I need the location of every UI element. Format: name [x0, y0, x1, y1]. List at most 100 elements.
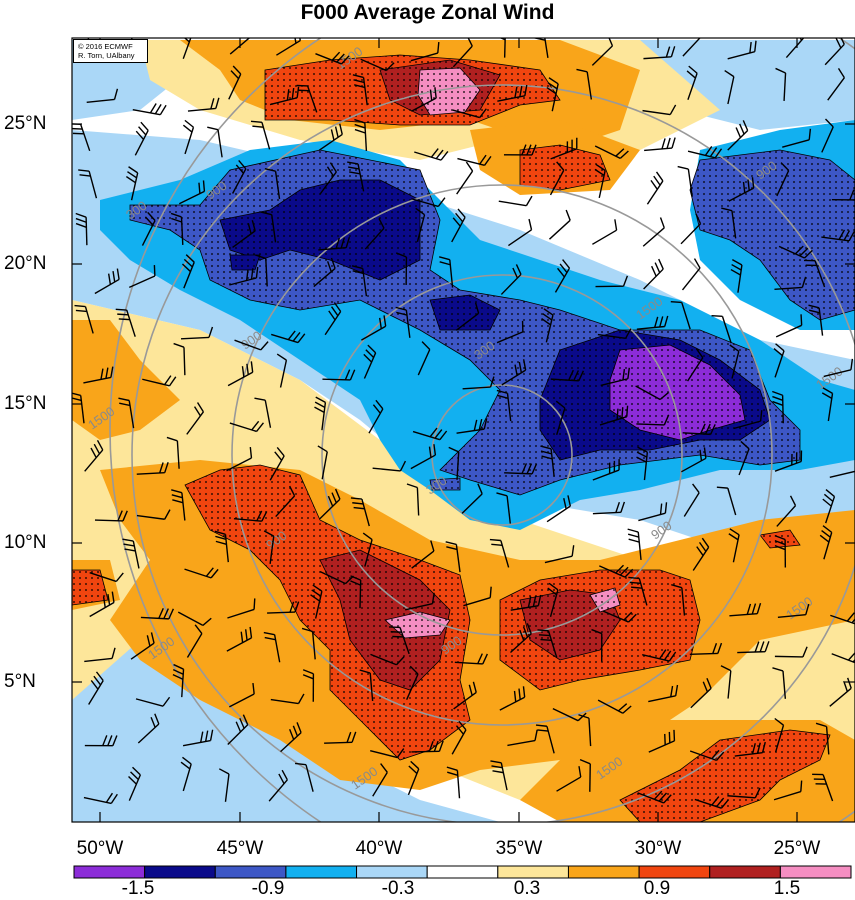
barb-staff	[782, 670, 787, 699]
barb-feather	[663, 650, 672, 661]
barb-feather	[543, 308, 554, 316]
wind-barb	[711, 315, 732, 344]
barb-staff	[689, 652, 718, 656]
wind-barb	[227, 361, 254, 387]
barb-feather	[740, 440, 750, 450]
wind-barb	[83, 792, 118, 805]
lat-label-10n: 10°N	[4, 532, 47, 553]
barb-feather	[671, 137, 676, 149]
barb-feather	[688, 65, 698, 74]
barb-feather	[252, 682, 255, 695]
wind-barb	[135, 696, 171, 707]
wind-barb	[454, 653, 488, 665]
barb-feather	[378, 218, 385, 229]
barb-feather	[670, 685, 674, 698]
barb-feather	[200, 731, 204, 743]
wind-barb	[643, 46, 676, 60]
wind-barb	[671, 584, 686, 616]
barb-staff	[177, 611, 204, 627]
barb-feather	[249, 446, 253, 459]
barb-staff	[372, 467, 401, 472]
wind-barb	[591, 628, 603, 662]
wind-barb	[829, 677, 852, 707]
barb-feather	[105, 367, 109, 379]
range-ring	[131, 84, 855, 822]
wind-barb	[186, 624, 203, 658]
barb-staff	[681, 267, 701, 291]
wind-barb	[350, 575, 362, 609]
barb-feather	[772, 395, 783, 401]
barb-feather	[799, 38, 803, 41]
barb-feather	[105, 792, 114, 803]
barb-feather	[537, 629, 549, 632]
wind-barb	[78, 169, 98, 199]
wind-barb	[83, 366, 114, 384]
wind-barb	[737, 641, 770, 654]
wind-barb	[507, 729, 538, 747]
barb-feather	[445, 541, 457, 546]
wind-barb	[642, 649, 677, 662]
barb-feather	[519, 629, 525, 641]
wind-barb	[128, 265, 156, 288]
barb-staff	[687, 168, 693, 197]
barb-feather	[112, 735, 118, 746]
barb-feather	[704, 145, 713, 156]
barb-staff	[498, 200, 527, 207]
wind-barbs	[72, 38, 855, 809]
wind-barb	[166, 436, 180, 469]
wind-barb	[812, 773, 834, 802]
barb-feather	[534, 729, 538, 741]
barb-feather	[704, 423, 711, 435]
barb-feather	[526, 463, 533, 474]
barb-feather	[433, 444, 437, 456]
barb-feather	[556, 161, 565, 171]
barb-feather	[150, 632, 155, 644]
barb-feather	[149, 103, 157, 114]
barb-staff	[642, 109, 671, 116]
barb-feather	[72, 392, 81, 397]
wind-barb	[410, 41, 440, 62]
barb-feather	[712, 643, 718, 654]
wind-barb	[88, 671, 104, 705]
barb-feather	[608, 38, 614, 47]
barb-feather	[131, 38, 132, 39]
wind-barb	[140, 608, 175, 620]
barb-feather	[435, 149, 444, 160]
barb-feather	[467, 38, 473, 47]
barb-feather	[238, 160, 247, 170]
barb-feather	[457, 208, 466, 218]
wind-barb	[94, 268, 120, 295]
barb-feather	[472, 681, 477, 693]
barb-feather	[751, 603, 757, 615]
wind-barb	[670, 300, 691, 330]
barb-feather	[479, 154, 487, 165]
barb-feather	[730, 268, 741, 276]
lat-label-20n: 20°N	[4, 253, 47, 274]
wind-barb	[774, 534, 787, 568]
barb-feather	[670, 46, 676, 58]
barb-feather	[115, 572, 124, 582]
wind-barb	[267, 601, 300, 614]
barb-feather	[780, 162, 790, 172]
barb-feather	[658, 258, 664, 270]
barb-feather	[756, 742, 761, 754]
wind-barb	[317, 445, 328, 480]
wind-barb	[537, 629, 558, 658]
barb-feather	[846, 612, 855, 622]
barb-feather	[173, 663, 184, 670]
barb-feather	[824, 118, 834, 128]
barb-staff	[224, 773, 230, 802]
barb-feather	[670, 300, 682, 304]
barb-feather	[772, 400, 784, 406]
barb-feather	[158, 608, 164, 619]
barb-staff	[456, 451, 460, 480]
barb-feather	[171, 489, 183, 494]
barb-feather	[113, 88, 119, 100]
wind-barb	[727, 787, 761, 799]
barb-staff	[462, 386, 491, 390]
range-ring	[109, 38, 855, 822]
barb-feather	[775, 67, 786, 74]
barb-feather	[615, 148, 625, 157]
barb-feather	[395, 306, 407, 311]
colorbar-swatch	[426, 865, 499, 879]
